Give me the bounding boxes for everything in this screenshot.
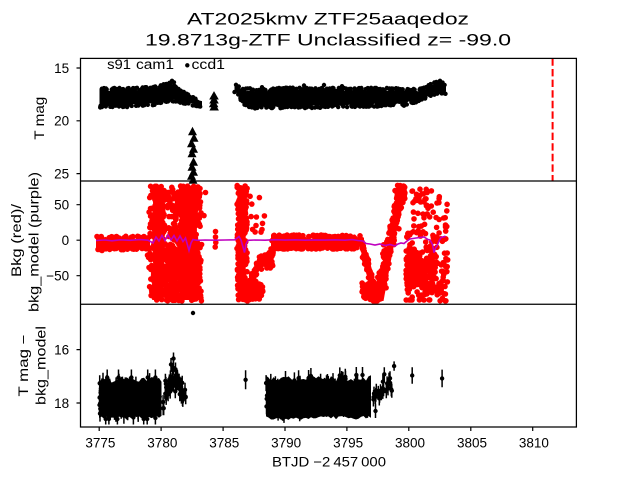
svg-text:bkg_model: bkg_model xyxy=(34,326,49,405)
svg-text:3795: 3795 xyxy=(333,436,363,451)
svg-text:3810: 3810 xyxy=(519,436,549,451)
svg-text:Bkg (red)/: Bkg (red)/ xyxy=(9,204,24,277)
svg-text:AT2025kmv ZTF25aaqedoz: AT2025kmv ZTF25aaqedoz xyxy=(187,10,469,29)
svg-text:bkg_model (purple): bkg_model (purple) xyxy=(27,172,42,312)
svg-text:−50: −50 xyxy=(46,269,69,284)
svg-text:T mag: T mag xyxy=(32,97,47,140)
svg-text:3785: 3785 xyxy=(209,436,239,451)
svg-text:3800: 3800 xyxy=(395,436,425,451)
svg-text:BTJD −2 457 000: BTJD −2 457 000 xyxy=(272,455,386,470)
svg-text:ccd1: ccd1 xyxy=(192,57,226,72)
svg-text:15: 15 xyxy=(54,61,69,76)
svg-text:3775: 3775 xyxy=(85,436,115,451)
svg-text:18: 18 xyxy=(54,396,69,411)
svg-text:cam1: cam1 xyxy=(136,57,174,72)
svg-text:T mag −: T mag − xyxy=(16,334,31,396)
svg-text:3780: 3780 xyxy=(147,436,177,451)
svg-text:16: 16 xyxy=(54,343,69,358)
svg-text:3805: 3805 xyxy=(457,436,487,451)
svg-text:3790: 3790 xyxy=(271,436,301,451)
svg-text:0: 0 xyxy=(62,233,70,248)
svg-text:s91: s91 xyxy=(107,57,131,72)
svg-text:19.8713g-ZTF Unclassified z= -: 19.8713g-ZTF Unclassified z= -99.0 xyxy=(145,31,511,50)
svg-text:25: 25 xyxy=(54,167,69,182)
svg-text:20: 20 xyxy=(54,114,69,129)
svg-text:50: 50 xyxy=(54,198,69,213)
